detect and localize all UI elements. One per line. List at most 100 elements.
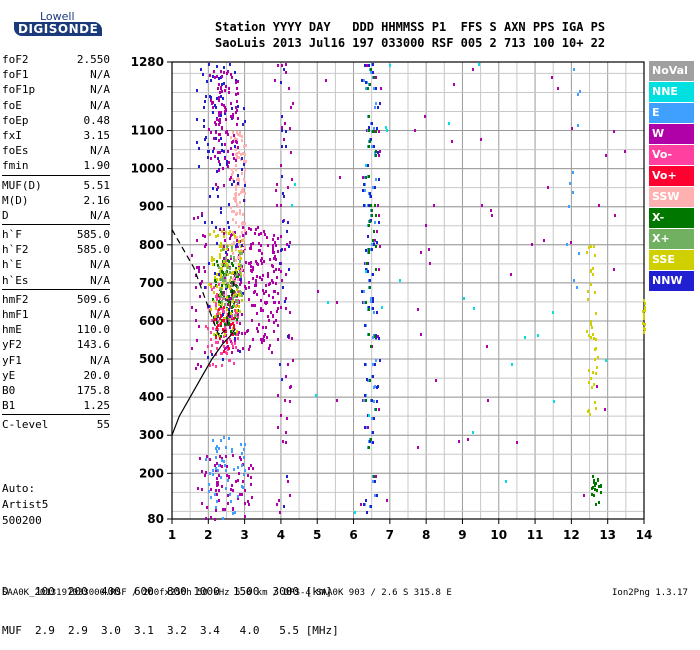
legend-item: X+: [649, 229, 694, 249]
echo-point: [288, 245, 290, 248]
param-value: 3.15: [83, 128, 111, 142]
echo-point: [425, 224, 427, 227]
echo-point: [277, 338, 279, 341]
echo-point: [595, 372, 597, 375]
echo-point: [231, 310, 233, 313]
echo-point: [225, 251, 227, 254]
echo-point: [225, 259, 227, 262]
echo-point: [363, 79, 365, 82]
echo-point: [239, 493, 241, 496]
echo-point: [228, 475, 230, 478]
echo-point: [375, 154, 377, 157]
echo-point: [261, 278, 263, 281]
param-row: foE N/A: [2, 98, 110, 113]
echo-point: [263, 260, 265, 263]
echo-point: [217, 195, 219, 198]
echo-point: [216, 170, 218, 173]
echo-point: [238, 243, 240, 246]
echo-point: [216, 462, 218, 465]
echo-point: [256, 275, 258, 278]
echo-point: [365, 268, 367, 271]
echo-point: [227, 133, 229, 136]
param-value: 2.550: [76, 53, 110, 66]
echo-point: [289, 494, 291, 497]
echo-point: [216, 260, 218, 263]
echo-point: [375, 408, 377, 411]
echo-point: [273, 321, 275, 324]
echo-point: [208, 63, 210, 66]
autoscale-line-1: Auto:: [2, 482, 36, 495]
x-tick-label: 14: [636, 528, 653, 542]
echo-point: [231, 351, 233, 354]
param-value: N/A: [90, 83, 110, 97]
echo-point: [204, 100, 206, 103]
echo-point: [223, 291, 225, 294]
echo-point: [236, 318, 238, 321]
x-tick-label: 10: [490, 528, 507, 542]
echo-point: [236, 239, 238, 242]
echo-point: [216, 493, 218, 496]
echo-point: [255, 260, 257, 263]
echo-point: [255, 279, 257, 282]
echo-point: [261, 341, 263, 344]
x-tick-label: 11: [527, 528, 544, 542]
echo-point: [236, 131, 238, 134]
echo-point: [217, 234, 219, 237]
echo-point: [218, 300, 220, 303]
echo-point: [269, 258, 271, 261]
echo-point: [537, 334, 539, 337]
echo-point: [215, 235, 217, 238]
echo-point: [218, 334, 220, 337]
echo-point: [240, 257, 242, 260]
echo-point: [232, 113, 234, 116]
echo-point: [417, 446, 419, 449]
echo-point: [268, 294, 270, 297]
echo-point: [375, 150, 377, 153]
echo-point: [229, 315, 231, 318]
echo-point: [271, 279, 273, 282]
echo-point: [227, 264, 229, 267]
echo-point: [368, 248, 370, 251]
echo-point: [379, 102, 381, 105]
param-separator: [2, 414, 110, 416]
echo-point: [364, 363, 366, 366]
echo-point: [221, 149, 223, 152]
echo-point: [217, 324, 219, 327]
echo-point: [224, 327, 226, 330]
muf-distance-table: D 100 200 400 600 800 1000 1500 3000 [km] MUF 2.9…: [2, 559, 339, 650]
echo-point: [221, 457, 223, 460]
echo-point: [204, 351, 206, 354]
echo-point: [261, 262, 263, 265]
echo-point: [373, 230, 375, 233]
echo-point: [275, 258, 277, 261]
legend-item: NoVal: [649, 61, 694, 81]
echo-point: [336, 399, 338, 402]
echo-point: [371, 248, 373, 251]
echo-point: [223, 228, 225, 231]
y-tick-label: 1280: [131, 55, 164, 69]
echo-point: [225, 298, 227, 301]
echo-point: [274, 79, 276, 82]
echo-point: [214, 276, 216, 279]
echo-point: [218, 464, 220, 467]
param-name: yE: [2, 368, 16, 382]
echo-point: [235, 312, 237, 315]
echo-point: [219, 455, 221, 458]
echo-point: [379, 359, 381, 362]
param-name: h`F: [2, 228, 22, 242]
echo-point: [291, 337, 293, 340]
echo-point: [228, 203, 230, 206]
echo-point: [605, 154, 607, 157]
echo-point: [229, 287, 231, 290]
echo-point: [245, 160, 247, 163]
echo-point: [370, 195, 372, 198]
echo-point: [220, 335, 222, 338]
echo-point: [248, 348, 250, 351]
param-value: 175.8: [76, 383, 110, 397]
echo-point: [220, 137, 222, 140]
echo-point: [221, 284, 223, 287]
echo-point: [288, 87, 290, 90]
echo-point: [213, 291, 215, 294]
echo-point: [292, 359, 294, 362]
x-tick-label: 1: [168, 528, 176, 542]
